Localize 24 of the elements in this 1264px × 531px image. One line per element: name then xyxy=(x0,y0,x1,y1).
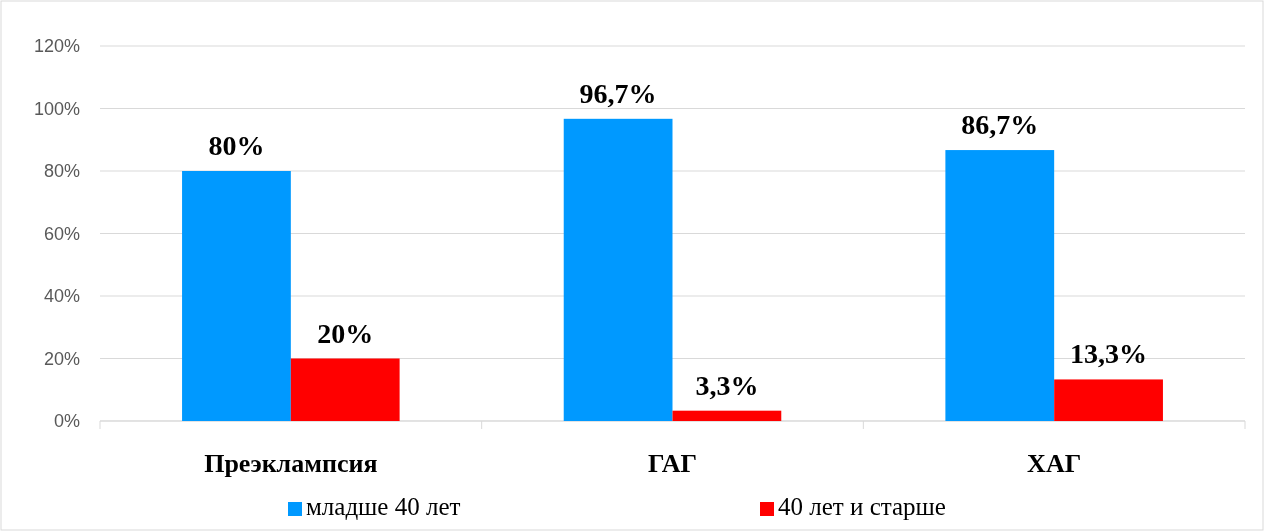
x-tick-label: ГАГ xyxy=(647,449,698,478)
bar xyxy=(290,358,400,421)
bar xyxy=(672,410,782,421)
legend-label: младше 40 лет xyxy=(306,493,461,520)
y-tick-label: 0% xyxy=(53,411,80,432)
bar xyxy=(945,150,1055,421)
y-tick-label: 120% xyxy=(33,36,80,57)
data-label: 80% xyxy=(208,130,265,161)
x-tick-label: ХАГ xyxy=(1027,449,1082,478)
bar xyxy=(182,171,291,421)
data-label: 20% xyxy=(317,317,374,349)
y-tick-label: 20% xyxy=(43,348,80,369)
x-tick-label: Преэклампсия xyxy=(204,449,378,478)
data-label: 96,7% xyxy=(579,77,657,109)
bar xyxy=(1054,379,1163,421)
data-label: 13,3% xyxy=(1070,338,1148,370)
bar xyxy=(563,118,673,421)
data-label: 86,7% xyxy=(961,109,1039,141)
legend-label: 40 лет и старше xyxy=(778,493,946,520)
y-tick-label: 80% xyxy=(43,161,80,182)
y-tick-label: 40% xyxy=(43,286,80,307)
data-label: 3,3% xyxy=(695,369,759,401)
y-tick-label: 100% xyxy=(33,98,80,119)
y-tick-label: 60% xyxy=(43,223,80,244)
